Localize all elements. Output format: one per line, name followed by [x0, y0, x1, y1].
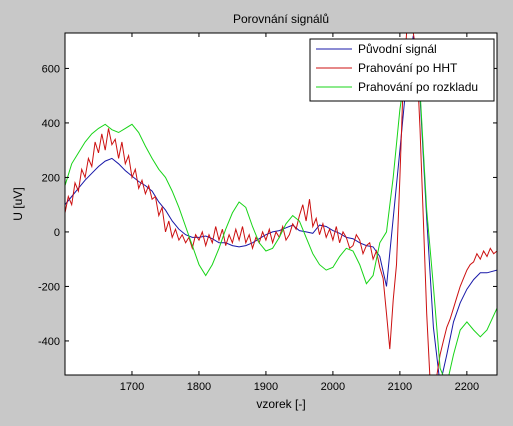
y-tick-label: 0 — [54, 227, 60, 239]
x-tick-label: 2100 — [388, 381, 412, 393]
x-tick-label: 1700 — [120, 381, 144, 393]
y-axis: -400 -200 0 200 400 600 — [38, 63, 497, 348]
series-line-3 — [65, 41, 497, 375]
y-tick-label: 600 — [42, 63, 60, 75]
legend-label-2: Prahování po HHT — [358, 61, 458, 75]
legend: Původní signál Prahování po HHT Prahování … — [309, 38, 495, 102]
y-tick-label: -200 — [38, 281, 60, 293]
series-line-2 — [65, 33, 497, 375]
y-tick-label: 400 — [42, 118, 60, 130]
series-layer — [65, 33, 497, 375]
x-axis-label: vzorek [-] — [256, 397, 305, 411]
plot-frame — [64, 32, 498, 376]
y-tick-label: 200 — [42, 172, 60, 184]
legend-label-3: Prahování po rozkladu — [358, 80, 478, 94]
x-axis: 1700 1800 1900 2000 2100 2200 — [120, 33, 479, 393]
x-tick-label: 1900 — [254, 381, 278, 393]
x-tick-label: 2000 — [321, 381, 345, 393]
chart-title: Porovnání signálů — [233, 12, 329, 26]
y-tick-label: -400 — [38, 336, 60, 348]
x-tick-label: 2200 — [455, 381, 479, 393]
x-tick-label: 1800 — [187, 381, 211, 393]
y-axis-label: U [uV] — [11, 187, 25, 220]
legend-label-1: Původní signál — [358, 42, 437, 56]
